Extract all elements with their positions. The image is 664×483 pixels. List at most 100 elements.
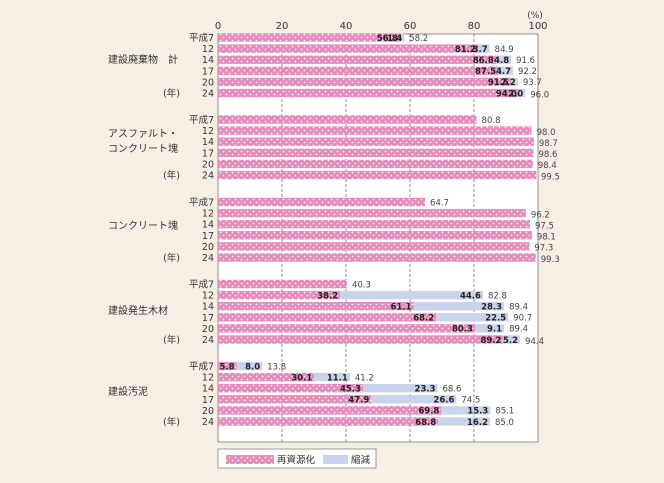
total-value-label: 89.4 [509, 303, 528, 313]
row-labels: 建設廃棄物 計平成71214172024(年)アスファルト・コンクリート塊平成7… [108, 32, 214, 428]
total-value-label: 98.6 [539, 150, 558, 160]
bar-recycle [218, 372, 315, 382]
legend-swatch-reduce [323, 455, 348, 464]
year-label: 14 [202, 302, 214, 313]
recycle-value-label: 69.8 [418, 407, 439, 417]
year-label: 24 [202, 335, 214, 346]
reduce-value-label: 15.3 [467, 407, 488, 417]
bar-recycle [218, 88, 519, 98]
bar-recycle [218, 33, 400, 42]
bar-reduce [474, 324, 505, 333]
recycle-value-label: 87.5 [475, 67, 496, 77]
bar-reduce [413, 302, 505, 311]
legend: 再資源化 縮減 [217, 448, 377, 469]
recycle-value-label: 81.2 [455, 45, 476, 55]
reduce-value-label: 44.6 [460, 291, 481, 301]
year-label: 12 [202, 44, 214, 55]
bar-reduce [371, 395, 457, 404]
reduce-value-label: 8.0 [245, 362, 260, 372]
bar-recycle [218, 384, 363, 393]
bar-reduce [495, 55, 512, 64]
year-unit-label: (年) [163, 88, 180, 100]
x-tick-label: 20 [276, 21, 289, 32]
year-label: 24 [202, 89, 214, 100]
total-value-label: 85.0 [495, 418, 514, 428]
total-value-label: 93.7 [523, 78, 542, 88]
unit-label: (%) [527, 11, 543, 21]
bar-recycle [218, 220, 530, 229]
bar-recycle [218, 361, 237, 371]
x-tick-label: 40 [340, 21, 353, 32]
legend-swatch-recycle [226, 455, 274, 464]
total-value-label: 94.4 [525, 337, 544, 347]
year-unit-label: (年) [163, 252, 180, 264]
total-value-label: 68.6 [443, 385, 462, 395]
bar-reduce [503, 335, 521, 344]
bar-reduce [518, 88, 526, 98]
total-value-label: 64.7 [430, 198, 449, 208]
year-label: 20 [202, 159, 214, 170]
total-value-label: 98.1 [537, 233, 556, 243]
year-label: 14 [202, 220, 214, 231]
total-value-label: 98.0 [537, 128, 556, 138]
bar-reduce [314, 372, 350, 382]
recycle-value-label: 45.3 [340, 385, 361, 395]
year-label: 14 [202, 384, 214, 395]
legend-label-recycle: 再資源化 [277, 454, 316, 466]
recycle-value-label: 89.2 [480, 336, 501, 346]
recycle-value-label: 5.8 [219, 362, 234, 372]
bar-recycle [218, 115, 477, 124]
bar-recycle [218, 126, 532, 135]
bar-recycle [218, 44, 478, 53]
bar-recycle [218, 302, 414, 311]
total-value-label: 97.3 [534, 244, 553, 254]
bar-recycle [218, 208, 526, 218]
year-label: 平成7 [189, 114, 214, 126]
recycle-value-label: 61.1 [391, 303, 412, 313]
total-value-label: 92.2 [518, 67, 537, 77]
bar-recycle [218, 197, 426, 207]
recycle-value-label: 68.2 [413, 314, 434, 324]
total-value-label: 98.4 [538, 161, 557, 171]
total-value-label: 97.5 [535, 222, 554, 232]
total-value-label: 80.8 [482, 116, 501, 126]
year-label: 24 [202, 417, 214, 428]
total-value-label: 99.3 [541, 255, 560, 265]
bar-recycle [218, 170, 537, 180]
total-value-label: 89.4 [509, 325, 528, 335]
bar-reduce [362, 384, 438, 393]
year-label: 20 [202, 77, 214, 88]
year-label: 平成7 [189, 32, 214, 44]
total-value-label: 90.7 [513, 314, 532, 324]
bar-reduce [477, 44, 490, 53]
reduce-value-label: 23.3 [415, 385, 436, 395]
year-label: 17 [202, 66, 214, 77]
recycle-value-label: 68.8 [415, 418, 436, 428]
total-value-label: 99.5 [541, 172, 560, 182]
bar-reduce [510, 77, 518, 87]
total-value-label: 74.5 [461, 396, 480, 406]
group-label: 建設汚泥 [108, 385, 148, 398]
year-label: 17 [202, 148, 214, 159]
bar-recycle [218, 242, 530, 251]
bar-recycle [218, 253, 536, 262]
year-label: 12 [202, 373, 214, 384]
year-label: 17 [202, 231, 214, 242]
bar-reduce [236, 361, 263, 371]
year-label: 平成7 [189, 361, 214, 373]
bars: 56.81.4 58.2 81.23.7 84.986.8 4.8 91.6 87.5 4.7… [218, 33, 560, 428]
bar-reduce [340, 290, 483, 300]
total-value-label: 96.0 [530, 90, 549, 100]
bar-recycle [218, 290, 341, 300]
year-unit-label: (年) [163, 170, 180, 182]
reduce-value-label: 4.7 [496, 67, 511, 77]
bar-recycle [218, 148, 534, 157]
total-value-label: 58.2 [409, 34, 428, 44]
group-label: 建設廃棄物 計 [108, 53, 178, 66]
bar-reduce [441, 406, 491, 415]
group-label: 建設発生木材 [108, 304, 168, 317]
year-label: 20 [202, 406, 214, 417]
year-unit-label: (年) [163, 416, 180, 428]
bar-recycle [218, 55, 496, 64]
bar-recycle [218, 159, 533, 169]
